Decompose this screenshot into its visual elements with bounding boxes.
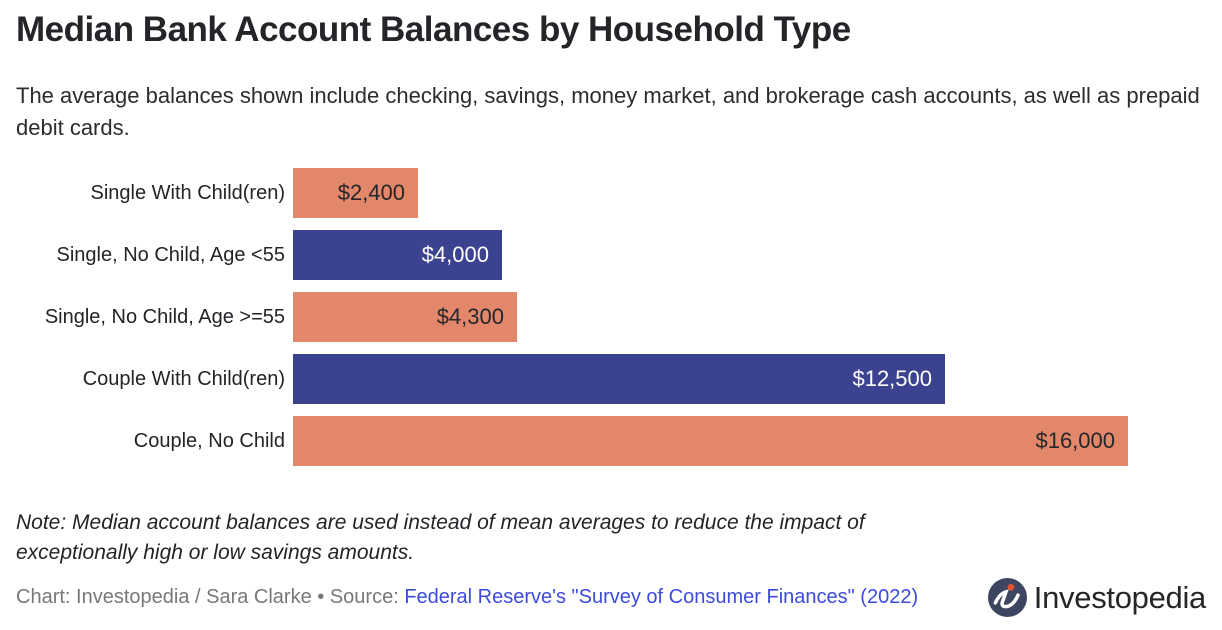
bar-value-label: $4,000 xyxy=(421,242,489,268)
bar-value-label: $2,400 xyxy=(337,180,405,206)
bar: $16,000 xyxy=(293,416,1128,467)
footer-line: Chart: Investopedia / Sara Clarke • Sour… xyxy=(16,578,1206,617)
category-label: Couple, No Child xyxy=(133,430,285,453)
chart-row: Couple, No Child $16,000 xyxy=(16,416,1206,467)
category-label: Couple With Child(ren) xyxy=(82,368,285,391)
bar-value-label: $16,000 xyxy=(1035,428,1115,454)
chart-note: Note: Median account balances are used i… xyxy=(16,511,865,564)
credit-prefix: Chart: Investopedia / Sara Clarke • Sour… xyxy=(16,586,405,608)
bar: $4,300 xyxy=(293,292,517,343)
investopedia-icon xyxy=(987,578,1027,617)
source-link[interactable]: Federal Reserve's "Survey of Consumer Fi… xyxy=(404,586,919,608)
category-label: Single, No Child, Age <55 xyxy=(56,244,286,267)
bar-value-label: $12,500 xyxy=(852,366,932,392)
bar-chart: Single With Child(ren) $2,400 Single, No C… xyxy=(16,168,1206,467)
bar-track: $4,000 xyxy=(293,230,1128,281)
chart-subtitle: The average balances shown include check… xyxy=(16,83,1200,141)
category-label: Single, No Child, Age >=55 xyxy=(44,306,285,329)
chart-row: Single With Child(ren) $2,400 xyxy=(16,168,1206,219)
investopedia-wordmark: Investopedia xyxy=(1033,579,1207,615)
bar: $4,000 xyxy=(293,230,502,281)
credit-line: Chart: Investopedia / Sara Clarke • Sour… xyxy=(16,586,918,609)
bar: $2,400 xyxy=(293,168,418,219)
chart-row: Couple With Child(ren) $12,500 xyxy=(16,354,1206,405)
bar-track: $16,000 xyxy=(293,416,1128,467)
bar: $12,500 xyxy=(293,354,945,405)
bar-track: $12,500 xyxy=(293,354,1128,405)
bar-track: $4,300 xyxy=(293,292,1128,343)
bar-value-label: $4,300 xyxy=(436,304,504,330)
investopedia-logo: Investopedia xyxy=(987,578,1207,617)
chart-row: Single, No Child, Age >=55 $4,300 xyxy=(16,292,1206,343)
chart-row: Single, No Child, Age <55 $4,000 xyxy=(16,230,1206,281)
category-label: Single With Child(ren) xyxy=(90,182,285,205)
bar-track: $2,400 xyxy=(293,168,1128,219)
chart-title: Median Bank Account Balances by Househol… xyxy=(16,10,851,49)
